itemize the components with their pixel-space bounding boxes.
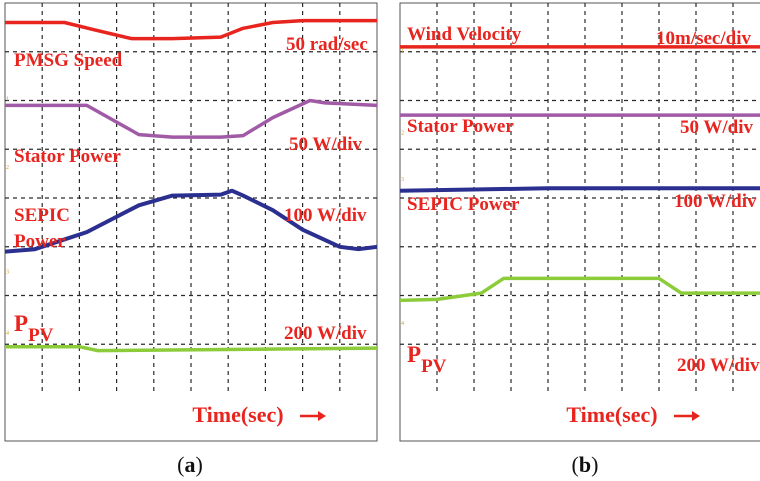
panel-b-sepic-label: SEPIC Power bbox=[407, 194, 520, 215]
panel-a-xlabel: Time(sec) bbox=[192, 402, 283, 427]
panel-b-ppv-main: P bbox=[407, 342, 421, 367]
panel-a-trace-1 bbox=[5, 18, 377, 41]
panel-a-ppv-scale: 200 W/div bbox=[284, 323, 367, 344]
panel-b-ppv-label: PPV bbox=[407, 342, 447, 377]
panel-b-stator-scale: 50 W/div bbox=[680, 117, 754, 138]
panel-a-grid bbox=[5, 3, 377, 393]
panel-b-channel-marker-1: 1 bbox=[401, 48, 404, 54]
panel-a-channel-marker-1: 1 bbox=[6, 97, 9, 103]
panel-a-ppv-sub: PV bbox=[28, 325, 54, 346]
panel-b-channel-markers: 1 2 3 4 bbox=[401, 48, 404, 327]
panel-a-trace-2 bbox=[5, 98, 377, 139]
panel-b-channel-marker-4: 4 bbox=[401, 321, 404, 327]
panel-a-sepic-label-line1: SEPIC bbox=[14, 205, 70, 226]
panel-b-traces bbox=[400, 45, 760, 303]
panel-b-ppv-sub: PV bbox=[421, 356, 447, 377]
panel-a-caption: (a) bbox=[177, 452, 203, 477]
panel-b-wind-label: Wind Velocity bbox=[407, 24, 522, 45]
panel-b-wind-scale: 10m/sec/div bbox=[656, 28, 751, 49]
panel-a-ppv-main: P bbox=[14, 311, 28, 336]
panel-a-caption-letter: a bbox=[185, 452, 196, 477]
panel-b-channel-marker-2: 2 bbox=[401, 131, 404, 137]
panel-a-stator-label: Stator Power bbox=[14, 146, 121, 167]
panel-a-speed-scale: 50 rad/sec bbox=[286, 34, 368, 55]
panel-a-channel-markers: 1 2 3 4 bbox=[6, 97, 9, 337]
panel-b-trace-3 bbox=[400, 186, 760, 193]
panel-b-stator-label: Stator Power bbox=[407, 116, 514, 137]
panel-b-caption-letter: b bbox=[579, 452, 591, 477]
panel-a-speed-label: PMSG Speed bbox=[14, 50, 123, 71]
panel-a-channel-marker-4: 4 bbox=[6, 331, 9, 337]
panel-a-trace-3 bbox=[5, 188, 377, 254]
panel-b-sepic-scale: 100 W/div bbox=[674, 191, 757, 212]
panel-b-xlabel: Time(sec) bbox=[566, 402, 657, 427]
panel-a-ppv-label: PPV bbox=[14, 311, 54, 346]
panel-b-xlabel-arrow-head bbox=[692, 411, 700, 421]
panel-a-traces bbox=[5, 18, 377, 353]
panel-b-caption: (b) bbox=[572, 452, 599, 477]
panel-b-channel-marker-3: 3 bbox=[401, 177, 404, 183]
panel-b-trace-4 bbox=[400, 276, 760, 303]
panel-b-ppv-scale: 200 W/div bbox=[677, 355, 760, 376]
panel-a-trace-4 bbox=[5, 344, 377, 353]
panel-a-channel-marker-2: 2 bbox=[6, 165, 9, 171]
panel-b: 1 2 3 4 Wind Velocity 10m/sec/div Stator Po… bbox=[399, 2, 760, 477]
panel-b-grid bbox=[400, 3, 760, 393]
panel-a-stator-scale: 50 W/div bbox=[289, 134, 363, 155]
panel-a-channel-marker-3: 3 bbox=[6, 270, 9, 276]
panel-a-sepic-scale: 100 W/div bbox=[284, 205, 367, 226]
panel-a-sepic-label-line2: Power bbox=[14, 231, 66, 252]
panel-a-xlabel-arrow-head bbox=[318, 411, 326, 421]
